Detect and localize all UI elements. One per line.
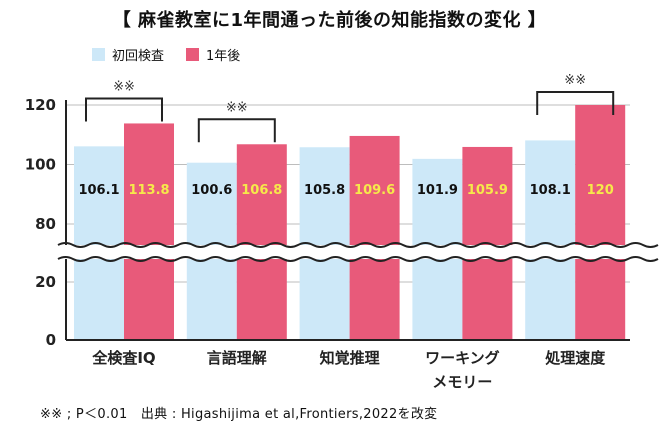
data-label: 100.6 bbox=[191, 183, 232, 198]
legend-label-initial: 初回検査 bbox=[112, 49, 165, 64]
bar-after bbox=[124, 123, 174, 340]
bar-after bbox=[575, 105, 626, 340]
y-tick-label: 0 bbox=[46, 331, 56, 349]
legend-swatch-initial bbox=[92, 48, 105, 61]
category-label: 全検査IQ bbox=[91, 349, 155, 367]
data-label: 120 bbox=[587, 183, 614, 198]
bar-initial bbox=[525, 140, 576, 340]
y-tick-label: 80 bbox=[35, 215, 56, 233]
category-label: 言語理解 bbox=[207, 349, 267, 367]
chart-title: 【 麻雀教室に1年間通った前後の知能指数の変化 】 bbox=[112, 10, 547, 31]
data-label: 108.1 bbox=[530, 183, 571, 198]
data-label: 106.1 bbox=[78, 183, 119, 198]
legend-item-initial: 初回検査 bbox=[92, 45, 164, 64]
data-label: 101.9 bbox=[417, 183, 458, 198]
data-label: 113.8 bbox=[128, 183, 169, 198]
bar-chart: 106.1 113.8 100.6 106.8 105.8 109.6 101.9 105.9… bbox=[25, 73, 659, 391]
significance-label: ※※ bbox=[564, 73, 586, 88]
significance-bracket bbox=[197, 118, 276, 143]
data-label: 105.9 bbox=[467, 183, 508, 198]
significance-label: ※※ bbox=[226, 100, 248, 115]
y-tick-label: 20 bbox=[35, 273, 56, 291]
category-label: 処理速度 bbox=[544, 349, 606, 367]
category-label: メモリー bbox=[432, 373, 492, 391]
bar-after bbox=[349, 135, 400, 340]
significance-bracket bbox=[85, 97, 163, 122]
legend-swatch-after bbox=[186, 48, 200, 61]
significance-bracket bbox=[536, 91, 615, 115]
category-label: ワーキング bbox=[425, 349, 500, 367]
axis-break-wave bbox=[57, 242, 659, 248]
y-tick-label: 120 bbox=[25, 96, 56, 114]
legend-item-after: 1年後 bbox=[186, 45, 240, 64]
y-tick-label: 100 bbox=[25, 156, 56, 174]
data-label: 109.6 bbox=[354, 183, 395, 198]
category-label: 知覚推理 bbox=[320, 349, 380, 367]
axis-break-band bbox=[58, 245, 632, 259]
axis-break-wave bbox=[57, 256, 659, 262]
legend-label-after: 1年後 bbox=[206, 49, 241, 64]
footnote: ※※ ; P＜0.01 出典 : Higashijima et al,Front… bbox=[40, 407, 438, 422]
legend: 初回検査 1年後 bbox=[92, 45, 262, 64]
data-label: 106.8 bbox=[241, 183, 282, 198]
data-label: 105.8 bbox=[304, 183, 345, 198]
significance-label: ※※ bbox=[113, 79, 135, 94]
